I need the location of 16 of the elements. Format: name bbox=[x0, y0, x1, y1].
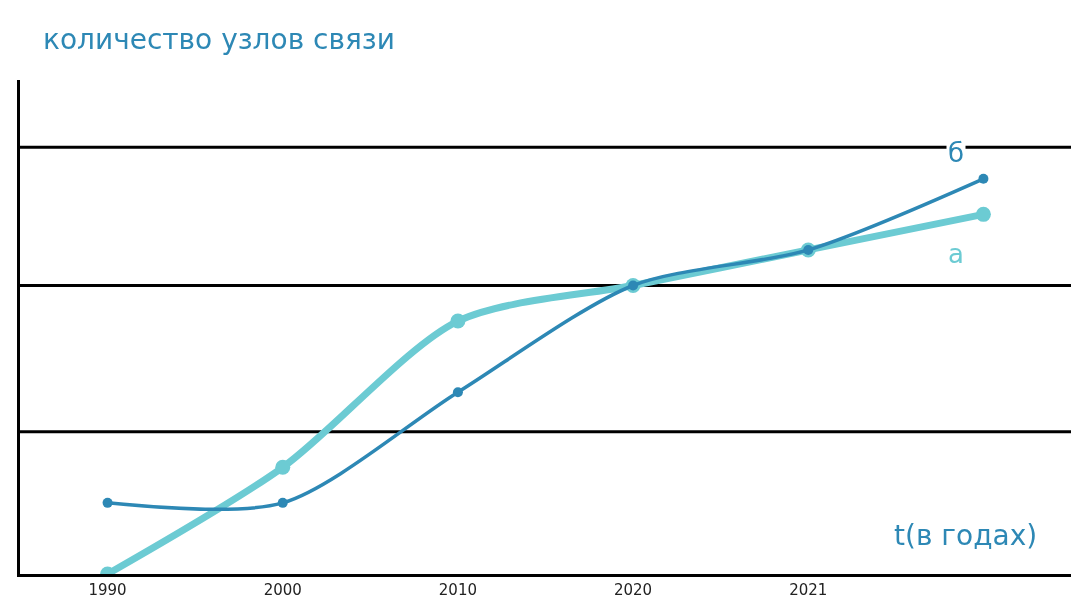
x-axis-title: t(в годах) bbox=[894, 519, 1038, 552]
point bbox=[450, 313, 466, 329]
point bbox=[978, 173, 989, 184]
point bbox=[975, 206, 991, 222]
point bbox=[275, 459, 291, 475]
point bbox=[277, 497, 288, 508]
x-tick-label: 2000 bbox=[263, 581, 302, 599]
series-label: б bbox=[948, 138, 965, 168]
y-axis-title: количество узлов связи bbox=[43, 23, 395, 56]
point bbox=[102, 497, 113, 508]
x-tick-label: 2020 bbox=[613, 581, 653, 599]
x-tick-label: 1990 bbox=[88, 581, 127, 599]
x-tick-label: 2021 bbox=[789, 581, 828, 599]
point bbox=[452, 387, 463, 398]
series-label: а bbox=[948, 239, 964, 269]
x-tick-label: 2010 bbox=[438, 581, 478, 599]
